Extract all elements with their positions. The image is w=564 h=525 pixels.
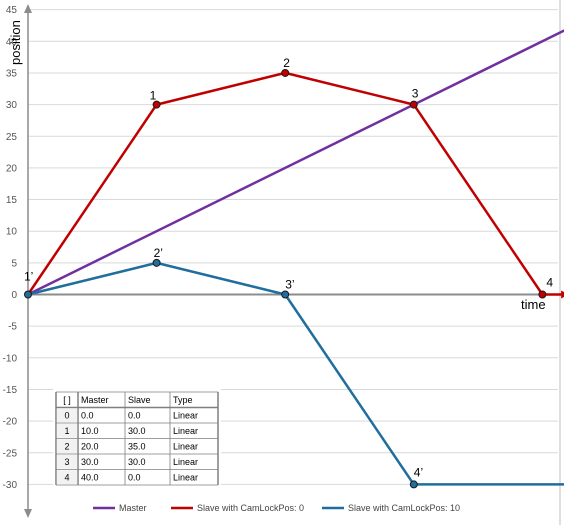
table-cell: Linear xyxy=(173,442,198,452)
table-cell: Linear xyxy=(173,426,198,436)
table-index-cell xyxy=(56,408,78,423)
table-header-cell: Slave xyxy=(128,395,151,405)
table-cell: 30.0 xyxy=(81,457,99,467)
point-label: 1’ xyxy=(24,270,33,284)
series-layer xyxy=(24,29,564,489)
y-tick-label: 5 xyxy=(11,258,17,269)
table-index-cell xyxy=(56,470,78,485)
point-label: 4 xyxy=(546,276,553,290)
y-axis-title: position xyxy=(8,20,23,65)
y-axis-arrow-up xyxy=(24,4,32,13)
table-index-cell xyxy=(56,439,78,454)
legend: Master Slave with CamLockPos: 0 Slave with… xyxy=(93,503,460,513)
data-point xyxy=(152,258,161,267)
data-point xyxy=(409,100,418,109)
data-point xyxy=(281,68,290,77)
y-tick-label: 45 xyxy=(6,5,18,16)
data-point xyxy=(281,290,290,299)
legend-label: Slave with CamLockPos: 0 xyxy=(197,503,304,513)
table-header-cell: Type xyxy=(173,395,193,405)
series-line xyxy=(26,71,564,296)
table-cell: 4 xyxy=(64,473,69,483)
data-point xyxy=(24,290,32,299)
series-line xyxy=(27,29,564,296)
table-cell: 0.0 xyxy=(128,473,141,483)
table-cell: Linear xyxy=(173,411,198,421)
y-tick-label: 20 xyxy=(6,163,18,174)
table-cell: Linear xyxy=(173,457,198,467)
table-cell: 0.0 xyxy=(81,411,94,421)
table-cell: 30.0 xyxy=(128,457,146,467)
y-tick-label: 40 xyxy=(6,37,18,48)
point-label: 2’ xyxy=(154,246,163,260)
y-tick-label: -20 xyxy=(3,417,18,428)
table-cell: 10.0 xyxy=(81,426,99,436)
point-label: 3 xyxy=(412,87,419,101)
legend-label: Master xyxy=(119,503,147,513)
data-point xyxy=(409,480,418,489)
series-arrow xyxy=(561,290,564,299)
y-tick-label: 15 xyxy=(6,195,18,206)
table-index-cell xyxy=(56,454,78,469)
table-index-cell xyxy=(56,423,78,438)
y-tick-label: -5 xyxy=(8,322,17,333)
data-point xyxy=(538,290,547,299)
point-label: 1 xyxy=(150,89,157,103)
table-cell: Linear xyxy=(173,473,198,483)
legend-label: Slave with CamLockPos: 10 xyxy=(348,503,460,513)
y-tick-label: 30 xyxy=(6,100,18,111)
point-label: 4’ xyxy=(414,465,423,479)
point-label: 2 xyxy=(283,56,290,70)
label-layer: 1 2 3 4 1’ 2’ 3’ 4’ xyxy=(24,56,553,479)
table-header-cell: Master xyxy=(81,395,109,405)
table-cell: 30.0 xyxy=(128,426,146,436)
y-tick-label: 10 xyxy=(6,227,18,238)
point-label: 3’ xyxy=(285,278,294,292)
table-cell: 35.0 xyxy=(128,442,146,452)
y-tick-label: 0 xyxy=(11,290,17,301)
x-axis-title: time xyxy=(521,297,546,312)
table-cell: 0 xyxy=(64,411,69,421)
table-cell: 20.0 xyxy=(81,442,99,452)
table-cell: 3 xyxy=(64,457,69,467)
table-header-cell: [ ] xyxy=(63,395,71,405)
table-cell: 0.0 xyxy=(128,411,141,421)
table-cell: 40.0 xyxy=(81,473,99,483)
y-tick-label: -30 xyxy=(3,480,18,491)
y-tick-label: 25 xyxy=(6,132,18,143)
y-tick-label: -25 xyxy=(3,448,18,459)
table-cell: 2 xyxy=(64,442,69,452)
y-axis-arrow-down xyxy=(24,509,32,518)
y-tick-label: -10 xyxy=(3,353,18,364)
table-cell: 1 xyxy=(64,426,69,436)
y-tick-label: -15 xyxy=(3,385,18,396)
data-point xyxy=(152,100,161,109)
y-tick-label: 35 xyxy=(6,68,18,79)
